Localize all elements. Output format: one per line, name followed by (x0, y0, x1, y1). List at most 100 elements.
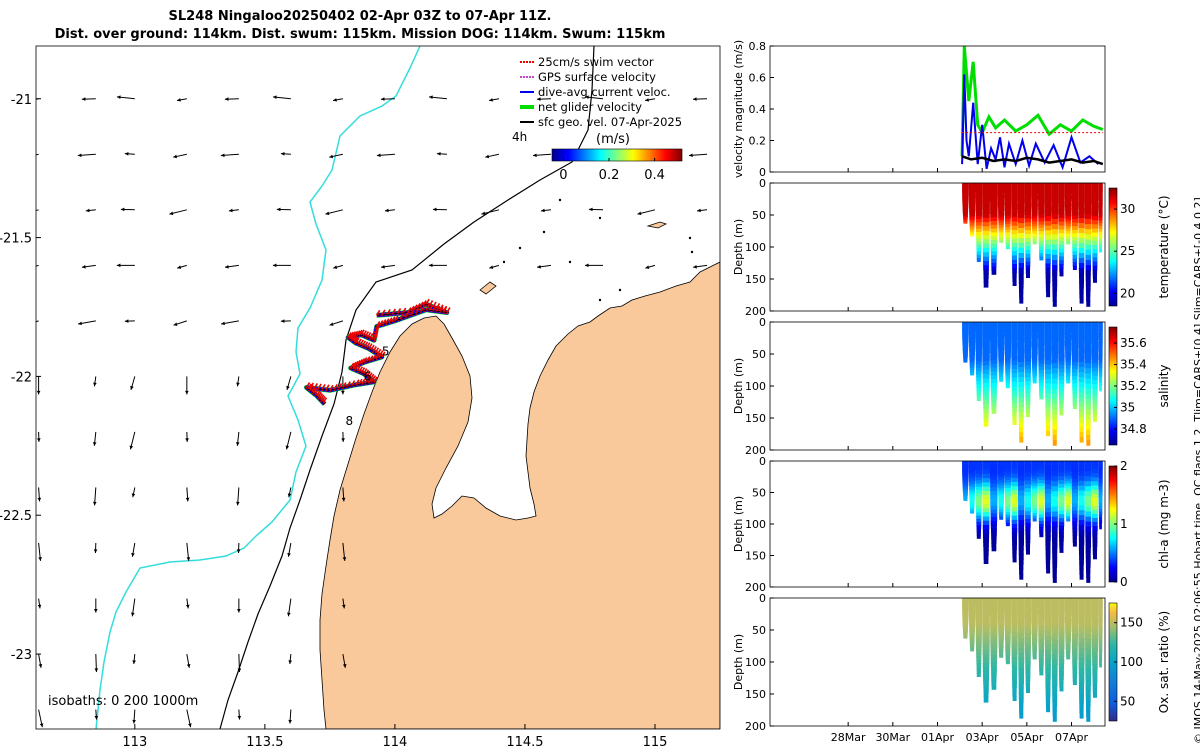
salinity-cell (1045, 383, 1051, 389)
salinity-y-tick-label: 0 (759, 316, 766, 329)
temperature-cell (1084, 193, 1092, 199)
oxygen-cell (1051, 633, 1058, 640)
temperature-cell (1058, 190, 1065, 196)
oxygen-cell (1078, 658, 1085, 664)
temperature-cell (1085, 239, 1092, 246)
salinity-cell (1078, 382, 1085, 388)
temperature-cell (1065, 236, 1071, 240)
map-frame (35, 45, 721, 730)
oxygen-cell (969, 626, 975, 630)
salinity-cell (975, 348, 982, 352)
oxygen-cell (1052, 716, 1057, 722)
temperature-cell (1091, 183, 1099, 188)
oxygen-cell (1031, 603, 1038, 607)
salinity-cell (1085, 368, 1092, 374)
salinity-cell (1078, 367, 1085, 373)
chla-cell (975, 467, 983, 472)
chla-cell (991, 528, 997, 533)
salinity-cell (990, 352, 998, 357)
oxygen-cell (1025, 672, 1031, 678)
salinity-cell (1092, 404, 1098, 410)
salinity-cell (1024, 325, 1032, 331)
swim-vector-tick (376, 348, 382, 355)
salinity-cell (1098, 344, 1103, 349)
temperature-cell (975, 222, 982, 227)
salinity-cell (1032, 372, 1037, 376)
temperature-cell (962, 203, 969, 206)
oxygen-cell (1018, 698, 1024, 704)
velocity-series-line (961, 155, 1104, 166)
oxygen-cell (1071, 637, 1078, 642)
temperature-cell (990, 209, 998, 214)
swim-vector-tick (305, 382, 311, 388)
salinity-cell (1032, 380, 1037, 384)
temperature-cell (1011, 187, 1018, 193)
chla-cell (1005, 501, 1011, 505)
temperature-cell (1038, 215, 1045, 219)
oxygen-cell (975, 598, 983, 602)
colorbar (551, 148, 683, 162)
salinity-cell (1085, 419, 1091, 426)
salinity-cell (1024, 341, 1032, 347)
temperature-cell (1072, 262, 1077, 267)
oxygen-cell (997, 600, 1005, 604)
salinity-cell (1038, 376, 1044, 381)
salinity-cell (1032, 367, 1038, 371)
temperature-cell (1038, 243, 1044, 248)
salinity-cell (968, 330, 976, 334)
temperature-cell (998, 205, 1005, 209)
geo-velocity-arrow (428, 263, 447, 268)
temperature-cell (1085, 208, 1092, 215)
temperature-cell (1058, 237, 1065, 242)
salinity-cell (1065, 362, 1071, 366)
swim-vector-tick (312, 387, 318, 394)
oxygen-y-label: Depth (m) (732, 634, 745, 690)
salinity-cell (1078, 342, 1085, 348)
salinity-cell (998, 363, 1004, 367)
chla-cell (1084, 466, 1092, 472)
chla-cell (990, 524, 997, 529)
oxygen-cell (1058, 659, 1065, 665)
chla-y-label: Depth (m) (732, 496, 745, 552)
oxygen-cell (976, 666, 981, 671)
salinity-cell (1092, 388, 1098, 393)
chla-cell (1072, 510, 1078, 515)
chla-cell (1011, 528, 1018, 533)
temperature-cell (975, 202, 983, 207)
salinity-cell (1018, 352, 1025, 358)
geo-velocity-arrow (276, 207, 291, 212)
chla-cell (1085, 506, 1092, 513)
temperature-cell (998, 215, 1004, 219)
salinity-cell (1085, 363, 1092, 369)
geo-velocity-arrow (380, 264, 395, 269)
salinity-cell (1031, 352, 1038, 356)
salinity-cell (1038, 350, 1045, 355)
chla-cell (962, 490, 968, 493)
salinity-cell (963, 358, 968, 361)
oxygen-cell (1018, 638, 1025, 644)
chla-cell (1044, 475, 1052, 481)
temperature-cell (1072, 265, 1077, 270)
oxygen-cell (969, 635, 975, 639)
chla-cell (1078, 465, 1085, 472)
chla-cell (1011, 469, 1018, 475)
salinity-cell (1044, 322, 1052, 328)
temperature-cell (1018, 283, 1024, 289)
salinity-cell (990, 382, 997, 388)
temperature-cell (990, 194, 998, 199)
temperature-cell (1038, 221, 1045, 226)
oxygen-cell (1024, 617, 1032, 623)
salinity-cell (1044, 326, 1052, 332)
oxygen-x-tick-label: 01Apr (921, 731, 955, 744)
chla-cell (968, 465, 976, 469)
oxygen-cell (1044, 631, 1052, 637)
temperature-cell (991, 262, 997, 268)
swim-vector-tick (307, 383, 312, 390)
salinity-cell (968, 322, 976, 325)
chla-cell (1051, 521, 1058, 528)
swim-vector-tick (348, 333, 354, 339)
oxygen-cell (1018, 628, 1025, 634)
chla-cell (1031, 498, 1038, 502)
temperature-cell (1098, 228, 1103, 233)
